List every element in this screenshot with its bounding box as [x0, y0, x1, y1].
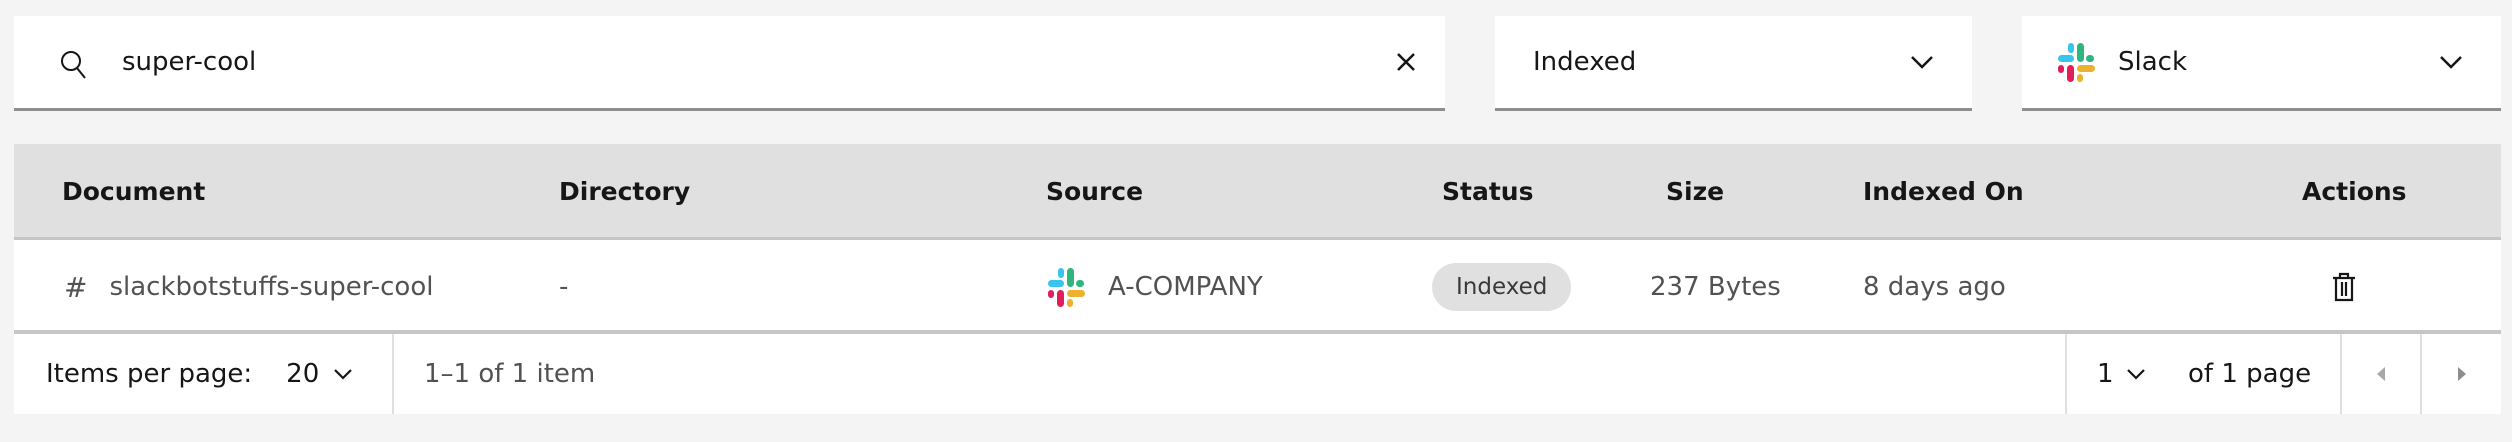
divider: [2420, 334, 2422, 414]
page-total-text: of 1 page: [2188, 359, 2312, 389]
actions-cell: [2332, 240, 2356, 334]
slack-logo-icon: [1048, 268, 1085, 307]
hashtag-icon: #: [64, 270, 88, 304]
column-header-status[interactable]: Status: [1442, 177, 1534, 206]
document-name[interactable]: slackbotstuffs-super-cool: [109, 272, 434, 302]
documents-table: Document Directory Source Status Size In…: [14, 144, 2501, 414]
table-row: # slackbotstuffs-super-cool - A-COMPANY …: [14, 240, 2501, 334]
chevron-down-icon: [1911, 56, 1933, 69]
table-header: Document Directory Source Status Size In…: [14, 144, 2501, 240]
source-filter-value: Slack: [2118, 47, 2188, 77]
search-field[interactable]: super-cool: [14, 16, 1445, 111]
search-input[interactable]: super-cool: [122, 47, 257, 77]
next-page-button[interactable]: [2422, 334, 2501, 414]
pagination-bar: Items per page: 20 1–1 of 1 item 1 of 1 …: [14, 334, 2501, 414]
directory-cell: -: [559, 272, 569, 302]
clear-search-icon[interactable]: [1394, 50, 1418, 74]
divider: [2065, 334, 2067, 414]
chevron-down-icon: [2440, 56, 2462, 69]
source-name: A-COMPANY: [1108, 272, 1263, 302]
status-filter-value: Indexed: [1533, 47, 1637, 77]
caret-right-icon: [2457, 367, 2466, 381]
search-icon: [61, 51, 86, 79]
status-cell: Indexed: [1432, 240, 1572, 334]
item-range-text: 1–1 of 1 item: [424, 359, 596, 389]
page-select-value: 1: [2097, 359, 2114, 389]
slack-logo-icon: [2058, 43, 2095, 82]
caret-left-icon: [2377, 367, 2385, 381]
column-header-size[interactable]: Size: [1666, 177, 1725, 206]
items-per-page: Items per page: 20: [46, 334, 353, 414]
divider: [2340, 334, 2342, 414]
indexed-on-cell: 8 days ago: [1863, 272, 2006, 302]
column-header-actions: Actions: [2302, 177, 2407, 206]
trash-icon[interactable]: [2332, 272, 2356, 302]
chevron-down-icon: [2126, 369, 2145, 380]
items-per-page-label: Items per page:: [46, 359, 253, 389]
chevron-down-icon[interactable]: [333, 367, 353, 381]
divider: [392, 334, 394, 414]
items-per-page-select[interactable]: 20: [286, 359, 320, 389]
column-header-source[interactable]: Source: [1046, 177, 1144, 206]
source-cell: A-COMPANY: [1046, 240, 1263, 334]
document-cell: # slackbotstuffs-super-cool: [64, 240, 433, 334]
previous-page-button[interactable]: [2342, 334, 2420, 414]
column-header-indexed-on[interactable]: Indexed On: [1863, 177, 2024, 206]
page-select[interactable]: 1: [2097, 334, 2146, 414]
status-badge: Indexed: [1432, 263, 1572, 311]
source-filter-dropdown[interactable]: Slack: [2022, 16, 2501, 111]
size-cell: 237 Bytes: [1650, 272, 1781, 302]
column-header-directory[interactable]: Directory: [559, 177, 691, 206]
status-filter-dropdown[interactable]: Indexed: [1495, 16, 1972, 111]
column-header-document[interactable]: Document: [62, 177, 206, 206]
